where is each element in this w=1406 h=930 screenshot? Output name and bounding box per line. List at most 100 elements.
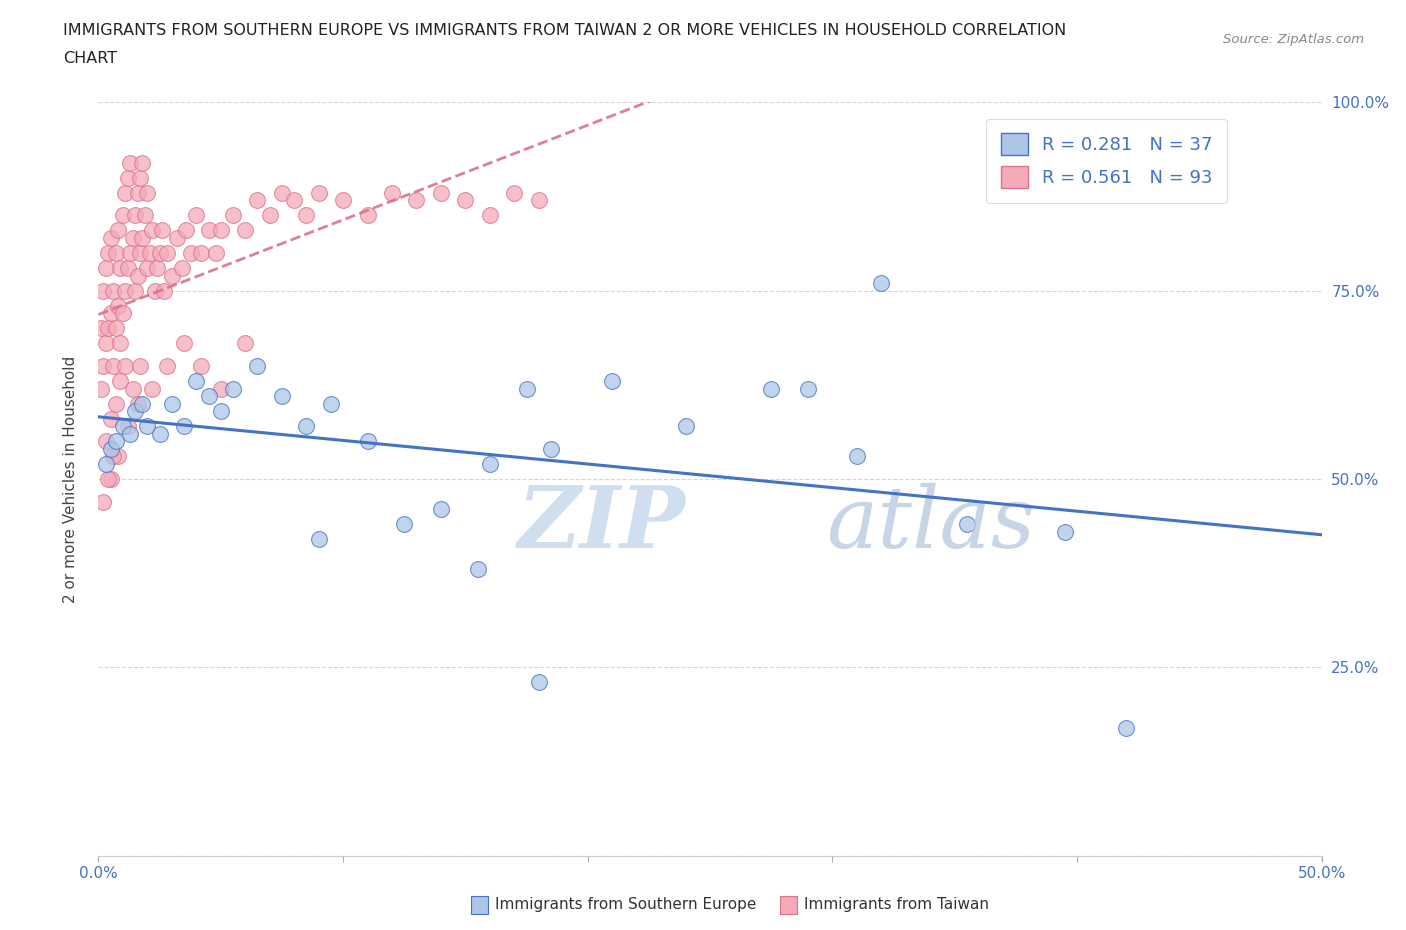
Point <box>190 246 212 260</box>
Point <box>308 532 330 547</box>
Point <box>467 562 489 577</box>
Point <box>160 268 183 283</box>
Point <box>91 283 114 298</box>
Point <box>101 359 124 374</box>
Point <box>222 381 245 396</box>
Point <box>186 374 208 389</box>
Point <box>540 442 562 457</box>
Point <box>110 374 132 389</box>
Point <box>246 359 269 374</box>
Point <box>332 193 354 207</box>
Point <box>295 208 318 223</box>
Point <box>129 246 152 260</box>
Point <box>246 193 269 207</box>
Point <box>173 418 195 433</box>
Point <box>454 193 477 207</box>
Point <box>100 231 122 246</box>
Point <box>104 396 127 411</box>
Point <box>295 418 318 433</box>
Point <box>100 306 122 321</box>
Point <box>956 517 979 532</box>
Point <box>124 283 146 298</box>
Point <box>124 208 146 223</box>
Point <box>1053 525 1076 539</box>
Point <box>131 155 153 170</box>
Point <box>209 381 232 396</box>
Point <box>136 260 159 275</box>
Point <box>209 404 232 418</box>
Point <box>190 359 212 374</box>
Point <box>124 404 146 418</box>
Point <box>149 246 172 260</box>
Point <box>845 449 868 464</box>
Point <box>141 223 163 238</box>
Point <box>121 231 143 246</box>
Point <box>136 418 159 433</box>
Text: atlas: atlas <box>825 483 1035 565</box>
Text: Immigrants from Taiwan: Immigrants from Taiwan <box>804 897 990 912</box>
Point <box>156 359 179 374</box>
Point <box>515 381 537 396</box>
Point <box>111 306 134 321</box>
Point <box>430 501 453 516</box>
Point <box>170 260 193 275</box>
Point <box>110 260 132 275</box>
Point <box>136 185 159 200</box>
Point <box>94 260 117 275</box>
Point <box>797 381 820 396</box>
Point <box>91 359 114 374</box>
Point <box>233 336 256 351</box>
Point <box>94 457 117 472</box>
Point <box>117 418 139 433</box>
Point <box>222 208 245 223</box>
Point <box>94 336 117 351</box>
Point <box>101 283 124 298</box>
Point <box>761 381 783 396</box>
Point <box>197 223 219 238</box>
Text: Immigrants from Southern Europe: Immigrants from Southern Europe <box>495 897 756 912</box>
Point <box>111 418 134 433</box>
Point <box>283 193 305 207</box>
Point <box>870 275 893 290</box>
Point <box>392 517 416 532</box>
Point <box>100 442 122 457</box>
Point <box>527 675 550 690</box>
Point <box>131 231 153 246</box>
Point <box>600 374 623 389</box>
Point <box>150 223 173 238</box>
Point <box>91 494 114 509</box>
Point <box>100 411 122 426</box>
Point <box>114 185 136 200</box>
Y-axis label: 2 or more Vehicles in Household: 2 or more Vehicles in Household <box>63 355 77 603</box>
Point <box>160 396 183 411</box>
Text: IMMIGRANTS FROM SOUTHERN EUROPE VS IMMIGRANTS FROM TAIWAN 2 OR MORE VEHICLES IN : IMMIGRANTS FROM SOUTHERN EUROPE VS IMMIG… <box>63 23 1067 38</box>
Text: ZIP: ZIP <box>517 483 686 565</box>
Point <box>270 389 294 404</box>
Point <box>233 223 256 238</box>
Legend: R = 0.281   N = 37, R = 0.561   N = 93: R = 0.281 N = 37, R = 0.561 N = 93 <box>986 119 1227 203</box>
Point <box>107 223 129 238</box>
Point <box>90 381 112 396</box>
Point <box>114 283 136 298</box>
Point <box>120 426 142 441</box>
Point <box>117 260 139 275</box>
Point <box>205 246 228 260</box>
Point <box>127 268 149 283</box>
Point <box>139 246 162 260</box>
Point <box>104 321 127 336</box>
Point <box>141 381 163 396</box>
Text: CHART: CHART <box>63 51 117 66</box>
Point <box>107 299 129 313</box>
Point <box>94 433 117 449</box>
Point <box>197 389 219 404</box>
Point <box>120 155 142 170</box>
Point <box>131 396 153 411</box>
Point <box>146 260 169 275</box>
Point <box>149 426 172 441</box>
Point <box>259 208 281 223</box>
Point <box>153 283 176 298</box>
Point <box>111 208 134 223</box>
Point <box>478 208 501 223</box>
Point <box>104 246 127 260</box>
Point <box>319 396 342 411</box>
